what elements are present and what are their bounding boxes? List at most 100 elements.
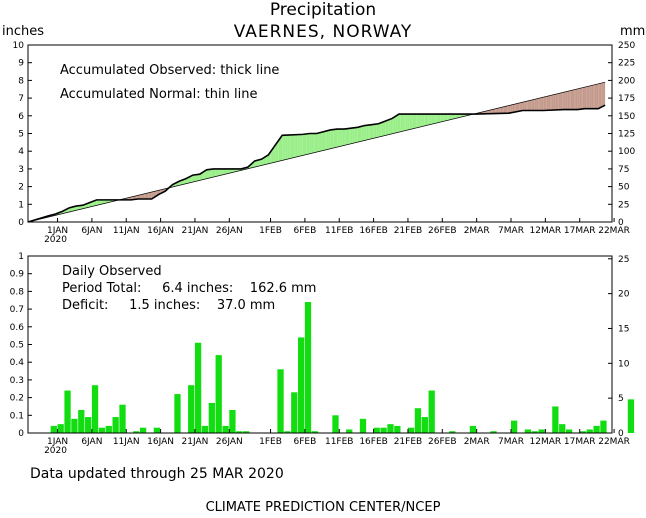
difference-segment bbox=[570, 90, 573, 110]
difference-segment bbox=[455, 114, 458, 119]
difference-segment bbox=[72, 206, 75, 212]
difference-segment bbox=[551, 94, 554, 111]
difference-segment bbox=[428, 114, 430, 126]
difference-segment bbox=[411, 114, 413, 130]
daily-bar bbox=[579, 431, 586, 433]
bottom-x-tick-label: 12MAR bbox=[530, 437, 562, 447]
difference-segment bbox=[433, 114, 436, 124]
daily-bar bbox=[359, 418, 367, 433]
daily-bar bbox=[421, 417, 428, 433]
difference-segment bbox=[397, 114, 400, 133]
difference-segment bbox=[529, 100, 532, 111]
difference-segment bbox=[543, 96, 546, 111]
difference-segment bbox=[402, 114, 405, 132]
difference-segment bbox=[313, 133, 315, 153]
difference-segment bbox=[94, 199, 97, 206]
difference-segment bbox=[105, 199, 108, 204]
y2-tick-label: 225 bbox=[618, 59, 635, 69]
difference-segment bbox=[196, 174, 199, 182]
y2-tick-label: 100 bbox=[618, 147, 635, 157]
difference-segment bbox=[584, 86, 587, 109]
difference-segment bbox=[550, 95, 552, 111]
daily-bar bbox=[222, 425, 229, 433]
difference-segment bbox=[514, 103, 516, 113]
difference-segment bbox=[575, 88, 578, 110]
top-x-tick-label: 21JAN bbox=[182, 226, 209, 236]
daily-bar bbox=[153, 427, 161, 433]
difference-segment bbox=[400, 114, 403, 132]
station-name: VAERNES, NORWAY bbox=[233, 22, 413, 42]
daily-bar bbox=[380, 427, 387, 433]
difference-segment bbox=[503, 106, 506, 114]
difference-segment bbox=[453, 114, 456, 119]
daily-bar bbox=[208, 402, 215, 433]
difference-segment bbox=[495, 108, 497, 114]
difference-segment bbox=[572, 89, 575, 110]
difference-segment bbox=[325, 130, 327, 151]
difference-segment bbox=[271, 147, 274, 163]
difference-segment bbox=[216, 168, 219, 177]
y-tick-label: 7 bbox=[18, 94, 24, 104]
difference-segment bbox=[558, 92, 561, 110]
difference-segment bbox=[144, 193, 147, 199]
difference-segment bbox=[100, 199, 102, 205]
difference-segment bbox=[198, 174, 200, 181]
y2-tick-label: 175 bbox=[618, 94, 635, 104]
difference-segment bbox=[374, 123, 377, 138]
top-x-tick-label: 22MAR bbox=[598, 226, 630, 236]
difference-segment bbox=[560, 92, 563, 110]
difference-segment bbox=[223, 168, 226, 175]
difference-segment bbox=[347, 128, 350, 145]
daily-bar bbox=[469, 425, 477, 433]
y-tick-label: 0.4 bbox=[10, 358, 25, 368]
difference-segment bbox=[591, 85, 594, 109]
difference-segment bbox=[517, 102, 520, 112]
accumulation-difference-fills bbox=[28, 82, 606, 222]
difference-segment bbox=[103, 199, 106, 204]
difference-segment bbox=[340, 129, 343, 147]
difference-segment bbox=[299, 134, 302, 157]
difference-segment bbox=[589, 85, 592, 109]
top-x-tick-label: 21FEB bbox=[394, 226, 423, 236]
difference-segment bbox=[412, 114, 415, 129]
daily-bar bbox=[414, 408, 422, 433]
difference-segment bbox=[211, 168, 214, 178]
y2-tick-label: 5 bbox=[618, 394, 624, 404]
difference-segment bbox=[510, 104, 513, 113]
difference-segment bbox=[574, 89, 576, 110]
difference-segment bbox=[601, 82, 604, 107]
daily-bars bbox=[50, 302, 635, 433]
top-x-tick-label: 16JAN bbox=[147, 226, 174, 236]
difference-segment bbox=[318, 132, 320, 152]
daily-bar bbox=[593, 425, 600, 433]
y2-tick-label: 150 bbox=[618, 112, 635, 122]
bottom-x-tick-label: 17MAR bbox=[564, 437, 596, 447]
difference-segment bbox=[381, 121, 384, 137]
top-x-tick-label: 26JAN bbox=[216, 226, 243, 236]
daily-bar bbox=[524, 429, 532, 433]
y2-tick-label: 25 bbox=[618, 200, 629, 210]
daily-bar bbox=[236, 431, 243, 433]
difference-segment bbox=[404, 114, 406, 131]
daily-bar bbox=[78, 409, 85, 433]
y2-tick-label: 200 bbox=[618, 76, 635, 86]
difference-segment bbox=[490, 109, 492, 114]
difference-segment bbox=[352, 127, 355, 144]
difference-segment bbox=[541, 97, 544, 111]
daily-bar bbox=[600, 420, 607, 433]
difference-segment bbox=[189, 175, 192, 183]
difference-segment bbox=[265, 155, 267, 165]
daily-bar bbox=[332, 415, 339, 433]
difference-segment bbox=[203, 170, 205, 180]
y2-tick-label: 25 bbox=[618, 255, 629, 265]
difference-segment bbox=[146, 192, 149, 199]
difference-segment bbox=[81, 205, 83, 210]
top-x-tick-label: 6FEB bbox=[294, 226, 317, 236]
y2-tick-label: 75 bbox=[618, 165, 629, 175]
difference-segment bbox=[261, 158, 264, 166]
difference-segment bbox=[225, 168, 228, 175]
difference-segment bbox=[263, 156, 266, 165]
difference-segment bbox=[304, 133, 307, 155]
daily-bar bbox=[243, 431, 250, 433]
y-tick-label: 0.8 bbox=[10, 287, 25, 297]
